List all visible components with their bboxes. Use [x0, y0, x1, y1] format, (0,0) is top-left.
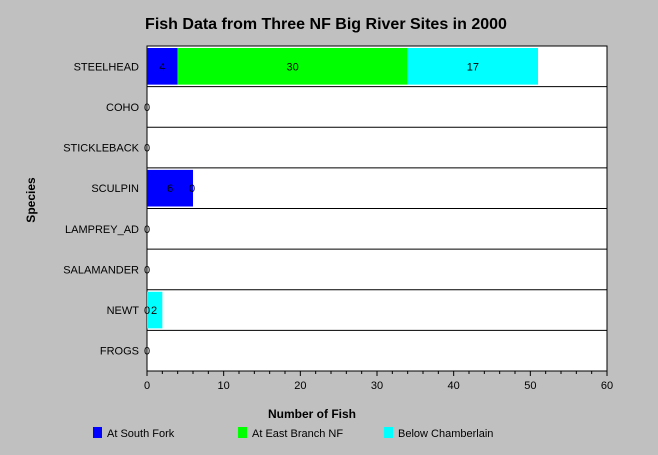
x-tick-label: 60: [601, 380, 613, 392]
bar-at-east-branch-nf: [177, 48, 408, 85]
data-label: 17: [467, 61, 479, 73]
category-label: NEWT: [107, 305, 140, 317]
bar-at-south-fork: [147, 169, 193, 207]
x-tick-label: 10: [218, 380, 230, 392]
bar-at-south-fork: [147, 48, 178, 85]
y-axis-title: Species: [24, 177, 38, 223]
legend: At South Fork At East Branch NF Below Cham…: [93, 427, 493, 440]
category-label: STICKLEBACK: [63, 143, 139, 155]
legend-swatch: [93, 427, 102, 438]
category-label: COHO: [106, 102, 139, 114]
x-tick-label: 0: [144, 380, 150, 392]
data-label: 0: [189, 183, 195, 195]
category-label: FROGS: [100, 346, 139, 358]
legend-swatch: [238, 427, 247, 438]
x-tick-label: 40: [448, 380, 460, 392]
chart-title: Fish Data from Three NF Big River Sites …: [145, 16, 507, 33]
category-label: STEELHEAD: [74, 61, 139, 73]
data-label: 0: [144, 346, 150, 358]
legend-swatch: [384, 427, 393, 438]
x-tick-label: 30: [371, 380, 383, 392]
data-label: 0: [144, 264, 150, 276]
bar-below-chamberlain: [407, 48, 538, 85]
row-separators: [147, 86, 607, 331]
legend-label: At East Branch NF: [252, 428, 343, 440]
bar-below-chamberlain: [147, 291, 163, 329]
bar-group: [147, 48, 538, 329]
legend-label: Below Chamberlain: [398, 428, 493, 440]
data-label: 0: [144, 305, 150, 317]
x-tick-label: 50: [524, 380, 536, 392]
data-label: 2: [151, 305, 157, 317]
category-labels: STEELHEAD COHO STICKLEBACK SCULPIN LAMPREY_A…: [63, 61, 139, 357]
legend-label: At South Fork: [107, 428, 175, 440]
category-label: SALAMANDER: [63, 264, 139, 276]
data-label: 30: [287, 61, 299, 73]
x-axis-title: Number of Fish: [268, 407, 356, 421]
data-label: 4: [159, 61, 165, 73]
data-label: 6: [167, 183, 173, 195]
x-tick-label: 20: [294, 380, 306, 392]
data-label: 0: [144, 143, 150, 155]
x-axis: 0 10 20 30 40 50 60: [144, 371, 613, 392]
category-label: LAMPREY_AD: [65, 224, 139, 236]
data-label: 0: [144, 224, 150, 236]
category-label: SCULPIN: [91, 183, 139, 195]
data-label: 0: [144, 102, 150, 114]
